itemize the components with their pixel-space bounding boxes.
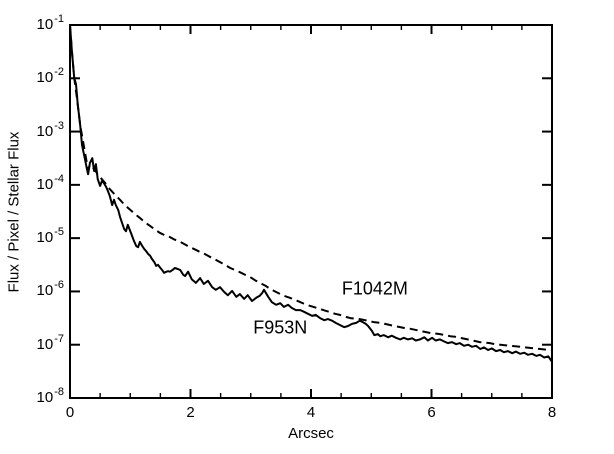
series-label-f953n: F953N xyxy=(253,317,308,338)
series-label-f1042m: F1042M xyxy=(341,278,408,299)
y-tick-label: 10-1 xyxy=(36,13,64,33)
y-tick-label: 10-4 xyxy=(36,172,64,193)
x-tick-label: 4 xyxy=(306,404,316,421)
x-tick-label: 6 xyxy=(427,404,436,421)
y-tick-label: 10-7 xyxy=(36,332,64,353)
f1042m-curve xyxy=(69,24,553,351)
y-tick-label: 10-5 xyxy=(36,226,64,247)
y-tick-label: 10-3 xyxy=(36,119,64,140)
x-tick-label: 8 xyxy=(547,404,557,421)
y-tick-label: 10-8 xyxy=(36,386,64,406)
f953n-curve xyxy=(69,24,553,363)
y-tick-label: 10-2 xyxy=(36,66,64,87)
y-tick-label: 10-6 xyxy=(36,279,64,300)
x-tick-label: 0 xyxy=(65,404,75,421)
x-tick-label: 2 xyxy=(186,404,195,421)
x-axis-title: Arcsec xyxy=(288,425,334,442)
y-axis-title: Flux / Pixel / Stellar Flux xyxy=(5,131,23,292)
